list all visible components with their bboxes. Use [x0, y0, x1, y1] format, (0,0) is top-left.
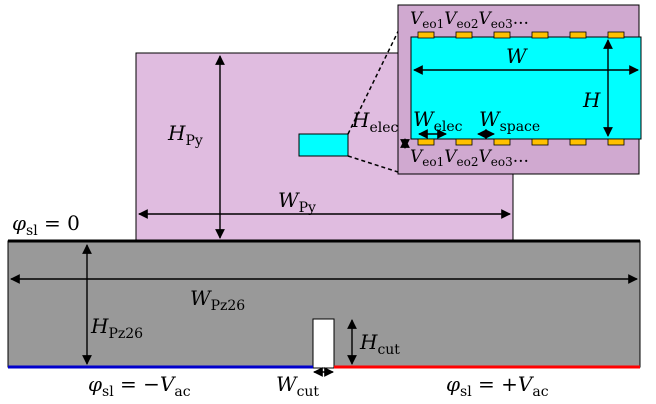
h-elec-label: Helec	[351, 108, 399, 136]
electrode-pad	[455, 31, 473, 39]
electrode-pad	[607, 31, 625, 39]
phi-left-label: φsl = −Vac	[88, 372, 191, 400]
waveguide	[298, 133, 349, 157]
w-cut-label: Wcut	[276, 372, 319, 400]
top-electrode-labels: Veo1Veo2Veo3...	[410, 9, 529, 31]
inset-w-label: W	[506, 44, 528, 68]
substrate-cut	[312, 318, 335, 369]
w-py-label: WPy	[278, 188, 316, 216]
w-elec-label: Welec	[413, 107, 463, 135]
phi-right-label: φsl = +Vac	[446, 372, 549, 400]
electrode-pad	[569, 31, 587, 39]
electrode-pad	[569, 138, 587, 146]
electrode-pad	[417, 138, 435, 146]
inset-top-electrodes	[417, 31, 625, 39]
w-space-label: Wspace	[479, 107, 540, 135]
w-pz26-label: WPz26	[190, 286, 245, 314]
electrode-pad	[493, 31, 511, 39]
inset-bottom-electrodes	[417, 138, 625, 146]
h-cut-label: Hcut	[359, 330, 400, 358]
electrode-pad	[455, 138, 473, 146]
electrode-pad	[531, 31, 549, 39]
electrode-pad	[417, 31, 435, 39]
inset-waveguide	[410, 36, 642, 140]
h-pz26-label: HPz26	[90, 314, 143, 342]
h-py-label: HPy	[167, 121, 203, 149]
zoom-line-bottom	[347, 155, 399, 173]
inset-h-label: H	[582, 88, 601, 112]
electrode-pad	[493, 138, 511, 146]
electrode-pad	[531, 138, 549, 146]
electrode-pad	[607, 138, 625, 146]
phi-top-label: φsl = 0	[12, 211, 80, 239]
bottom-electrode-labels: Veo1Veo2Veo3...	[410, 147, 529, 169]
